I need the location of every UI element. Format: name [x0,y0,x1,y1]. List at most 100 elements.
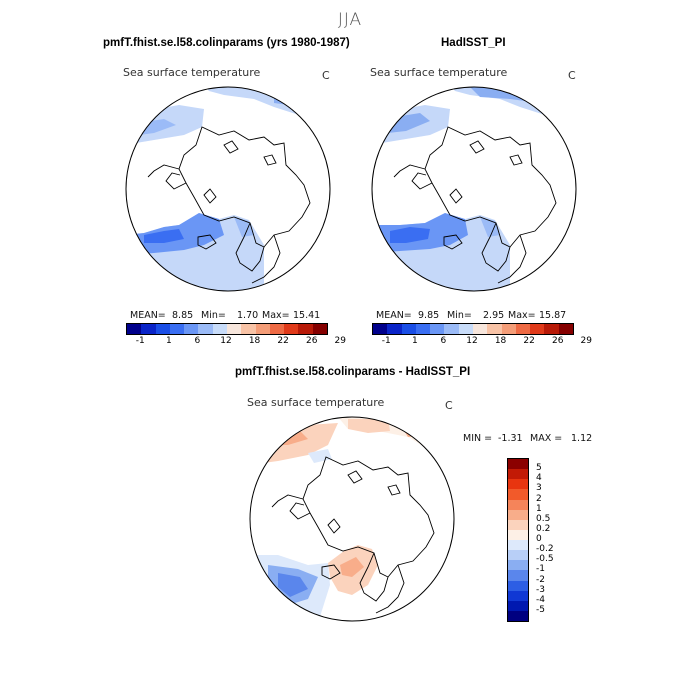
colorbar-tick-label: -5 [536,604,545,615]
colorbar-tick-label: 29 [334,336,347,346]
colorbar-tick-label: 5 [536,463,542,474]
panel2-title: HadISST_PI [441,37,506,49]
colorbar-swatch [515,324,531,334]
panel2-mean-value: 9.85 [418,310,440,321]
colorbar-tick-label: 22 [523,336,535,346]
colorbar-swatch [127,324,142,334]
panel1-colorbar [126,323,328,335]
colorbar-tick-label: 12 [466,336,478,346]
colorbar-swatch [226,324,242,334]
colorbar-tick-label: 6 [194,336,201,346]
colorbar-swatch [508,550,528,561]
colorbar-swatch [241,324,256,334]
panel2-colorbar [372,323,574,335]
colorbar-tick-label: 26 [551,336,564,346]
panel1-min-value: 1.70 [237,310,259,321]
colorbar-tick-label: -1 [536,564,545,575]
colorbar-swatch [298,324,313,334]
colorbar-tick-label: -1 [381,336,391,346]
colorbar-swatch [508,479,528,490]
colorbar-tick-label: 26 [305,336,318,346]
panel3-title: pmfT.fhist.se.l58.colinparams - HadISST_… [235,366,471,378]
colorbar-swatch [401,324,416,334]
panel3-max-label: MAX = [530,433,563,444]
colorbar-swatch [212,324,227,334]
panel2-mean-label: MEAN= [376,310,412,321]
panel2-map [371,86,577,292]
colorbar-swatch [284,324,299,334]
colorbar-tick-label: 0.5 [536,513,551,524]
colorbar-swatch [184,324,199,334]
colorbar-swatch [508,489,528,500]
panel3-variable: Sea surface temperature [247,396,385,409]
colorbar-tick-label: 1 [411,336,418,346]
panel3-max-value: 1.12 [571,433,593,444]
panel2-min-value: 2.95 [483,310,505,321]
figure-title: JJA [337,10,363,30]
colorbar-swatch [430,324,445,334]
colorbar-swatch [415,324,431,334]
colorbar-swatch [544,324,559,334]
colorbar-tick-label: 6 [440,336,447,346]
panel1-mean-label: MEAN= [130,310,166,321]
colorbar-swatch [508,469,528,480]
colorbar-tick-label: 0 [536,534,542,544]
colorbar-tick-label: -4 [536,594,545,605]
colorbar-swatch [198,324,213,334]
colorbar-tick-label: 3 [536,483,542,494]
colorbar-swatch [155,324,170,334]
panel1-units: C [322,69,330,82]
panel3-map [249,416,455,622]
colorbar-tick-label: -2 [536,574,545,585]
colorbar-tick-label: 1 [165,336,172,346]
panel3-colorbar [507,458,529,622]
colorbar-tick-label: -0.2 [536,544,554,555]
colorbar-tick-label: 22 [277,336,289,346]
colorbar-tick-label: 18 [494,336,507,346]
colorbar-swatch [312,324,327,334]
colorbar-swatch [508,509,528,520]
colorbar-swatch [472,324,488,334]
panel2-units: C [568,69,576,82]
colorbar-swatch [508,560,528,571]
colorbar-swatch [141,324,156,334]
panel1-title: pmfT.fhist.se.l58.colinparams (yrs 1980-… [103,37,350,49]
panel1-max-value: 15.41 [293,310,321,321]
colorbar-tick-label: 29 [580,336,593,346]
colorbar-swatch [508,529,528,540]
colorbar-swatch [487,324,502,334]
panel2-max-value: 15.87 [539,310,567,321]
colorbar-swatch [508,570,528,581]
colorbar-swatch [501,324,516,334]
colorbar-swatch [373,324,388,334]
colorbar-tick-label: -1 [135,336,145,346]
panel3-min-value: -1.31 [498,433,523,444]
colorbar-swatch [255,324,270,334]
panel1-min-label: Min= [201,310,226,321]
colorbar-swatch [508,600,528,611]
colorbar-swatch [558,324,573,334]
colorbar-swatch [387,324,402,334]
colorbar-tick-label: 2 [536,493,542,504]
panel2-min-label: Min= [447,310,472,321]
colorbar-tick-label: 12 [220,336,232,346]
colorbar-swatch [508,459,528,470]
colorbar-tick-label: 1 [536,503,542,514]
colorbar-tick-label: 0.2 [536,523,551,534]
colorbar-tick-label: 18 [248,336,261,346]
panel2-variable: Sea surface temperature [370,66,508,79]
panel3-min-label: MIN = [463,433,493,444]
panel3-colorbar-ticks: 5 4 3 2 1 0.5 0.2 0 -0.2 -0.5 -1 -2 -3 -4 -5 [536,458,576,620]
panel1-map [125,86,331,292]
colorbar-swatch [508,519,528,530]
colorbar-swatch [269,324,285,334]
colorbar-swatch [530,324,545,334]
panel2-max-label: Max= [508,310,536,321]
colorbar-tick-label: -0.5 [536,554,554,565]
colorbar-swatch [508,590,528,601]
panel1-variable: Sea surface temperature [123,66,261,79]
colorbar-swatch [458,324,473,334]
colorbar-swatch [169,324,185,334]
panel3-units: C [445,399,453,412]
colorbar-swatch [508,540,528,551]
